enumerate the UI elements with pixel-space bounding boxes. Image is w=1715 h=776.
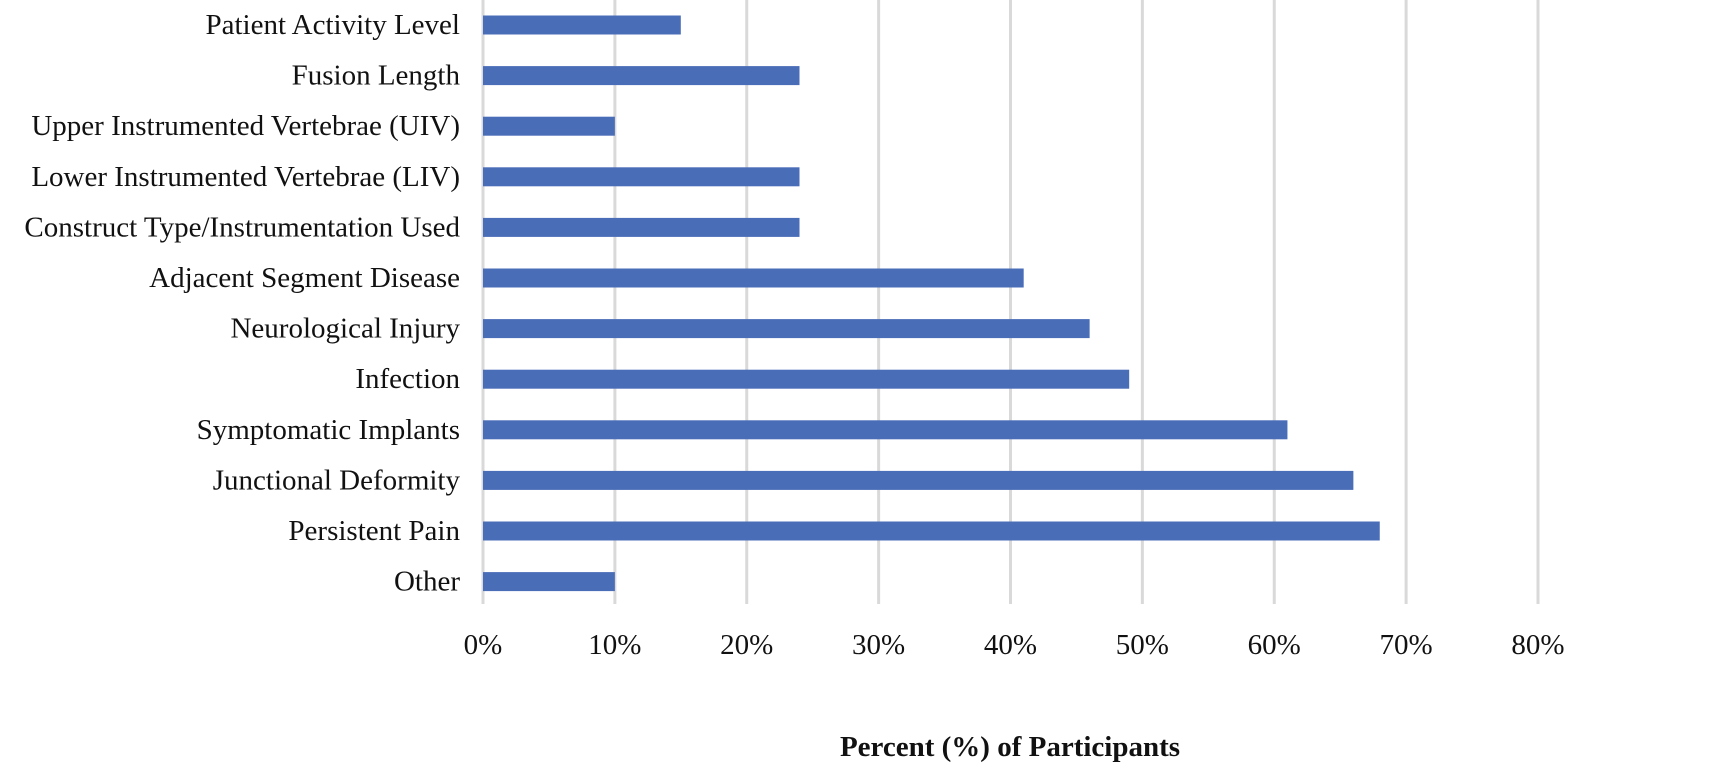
category-label: Adjacent Segment Disease [149,262,460,294]
bar [483,319,1090,339]
category-label: Other [394,566,460,598]
category-label: Persistent Pain [288,515,460,547]
category-label: Upper Instrumented Vertebrae (UIV) [31,110,460,142]
x-tick-label: 40% [984,629,1037,661]
bar [483,66,800,86]
x-tick-labels: 0% 10% 20% 30% 40% 50% 60% 70% 80% [464,629,1565,661]
x-tick-label: 80% [1511,629,1564,661]
category-label: Patient Activity Level [205,9,460,41]
bar [483,369,1130,389]
category-label: Infection [355,363,460,395]
bar [483,217,800,237]
bar [483,572,615,592]
bar [483,420,1288,440]
category-label: Construct Type/Instrumentation Used [24,211,460,243]
x-tick-label: 60% [1248,629,1301,661]
bar [483,268,1024,288]
x-tick-label: 70% [1380,629,1433,661]
bar [483,470,1354,490]
category-label: Junctional Deformity [213,464,461,496]
bar [483,521,1380,541]
bar [483,116,615,136]
category-label: Neurological Injury [230,313,460,345]
x-tick-label: 0% [464,629,503,661]
category-label: Lower Instrumented Vertebrae (LIV) [31,161,460,193]
gridlines [481,0,1540,604]
bars [483,15,1380,592]
x-tick-label: 20% [720,629,773,661]
x-tick-label: 50% [1116,629,1169,661]
category-label: Fusion Length [292,60,461,92]
x-tick-label: 10% [588,629,641,661]
x-tick-label: 30% [852,629,905,661]
bar [483,167,800,187]
category-labels: Patient Activity Level Fusion Length Upper… [24,9,460,598]
bar [483,15,681,35]
x-axis-title: Percent (%) of Participants [840,731,1180,763]
category-label: Symptomatic Implants [197,414,460,446]
